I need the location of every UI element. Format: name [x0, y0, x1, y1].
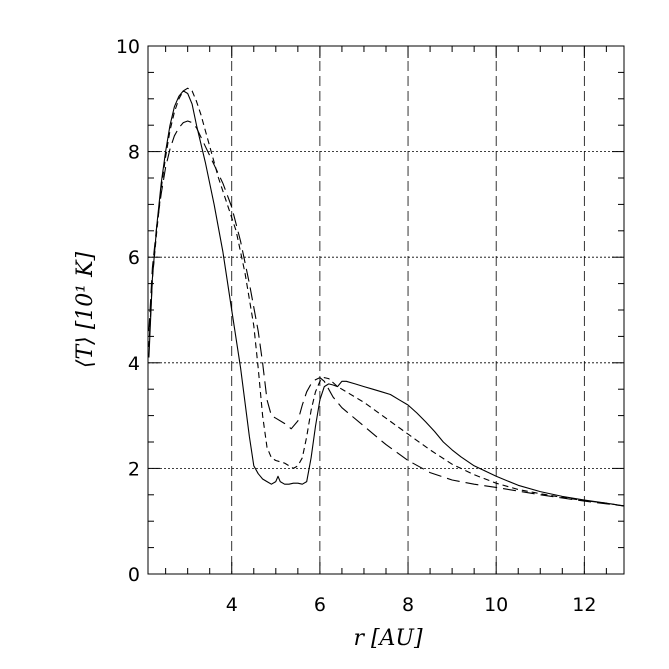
x-tick-label: 10 [484, 594, 508, 616]
series-line-short-dash [148, 87, 625, 507]
y-tick-label: 0 [128, 564, 140, 586]
y-tick-label: 10 [116, 36, 140, 58]
y-tick-label: 4 [128, 353, 140, 375]
x-tick-label: 12 [572, 594, 596, 616]
x-tick-label: 6 [314, 594, 326, 616]
y-tick-label: 6 [128, 247, 140, 269]
y-tick-label: 8 [128, 142, 140, 164]
x-tick-label: 8 [402, 594, 414, 616]
y-tick-label: 2 [128, 458, 140, 480]
series-line-solid [148, 90, 625, 507]
x-tick-label: 4 [226, 594, 238, 616]
series-line-long-dash [148, 120, 625, 507]
y-axis-label: ⟨T⟩ [10¹ K] [73, 251, 98, 368]
x-axis-label: r [AU] [353, 626, 423, 651]
